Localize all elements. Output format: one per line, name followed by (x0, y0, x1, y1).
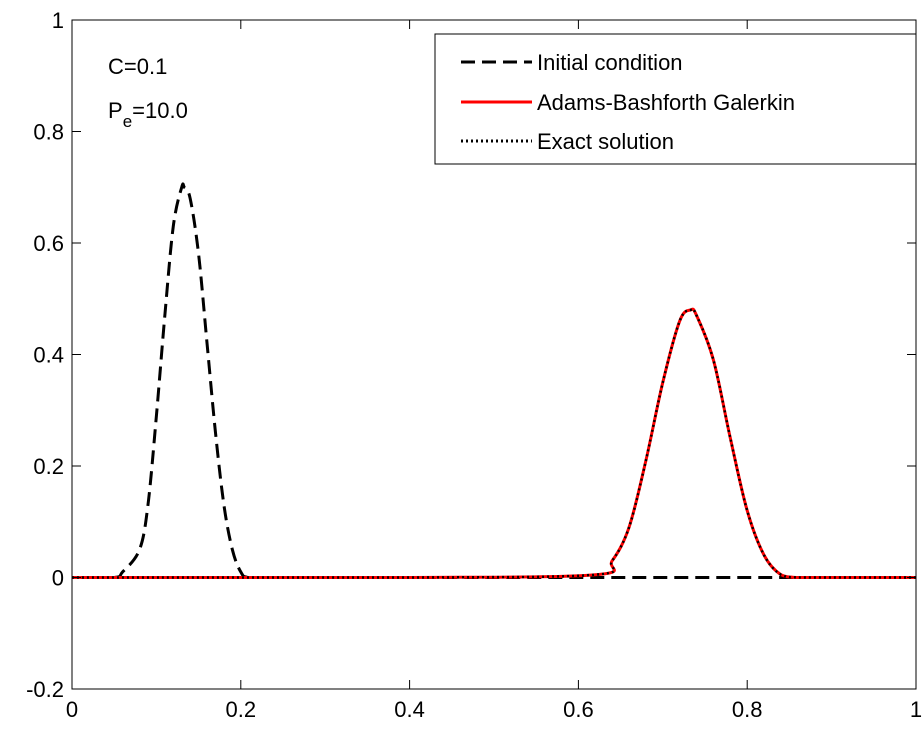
peclet-annotation: Pe=10.0 (108, 98, 188, 131)
courant-annotation: C=0.1 (108, 54, 167, 79)
legend-box (434, 33, 917, 165)
legend-label-adams-bashforth: Adams-Bashforth Galerkin (537, 90, 795, 115)
x-tick-label: 0.6 (563, 697, 594, 722)
x-tick-label: 0.2 (226, 697, 257, 722)
y-tick-label: 0.6 (33, 231, 64, 256)
plot-lines (71, 182, 916, 580)
peclet-symbol: P (108, 98, 123, 123)
y-tick-label: 1 (52, 8, 64, 33)
y-tick-label: 0.2 (33, 454, 64, 479)
axis-ticks: 0 0.2 0.4 0.6 0.8 1-0.200.20.40.60.81 (26, 8, 922, 722)
series-exact-solution (71, 307, 916, 579)
x-tick-label: 1 (910, 697, 922, 722)
y-tick-label: -0.2 (26, 677, 64, 702)
y-tick-label: 0 (52, 566, 64, 591)
series-adams-bashforth-galerkin (71, 307, 916, 580)
series-initial-condition (71, 182, 916, 580)
y-tick-label: 0.8 (33, 120, 64, 145)
x-tick-label: 0.4 (394, 697, 425, 722)
peclet-subscript: e (123, 112, 132, 131)
y-tick-label: 0.4 (33, 343, 64, 368)
x-tick-label: 0 (66, 697, 78, 722)
x-tick-label: 0.8 (732, 697, 763, 722)
legend: Initial condition Adams-Bashforth Galerk… (434, 33, 917, 165)
legend-label-exact: Exact solution (537, 129, 674, 154)
peclet-value: =10.0 (132, 98, 188, 123)
legend-label-initial: Initial condition (537, 50, 683, 75)
